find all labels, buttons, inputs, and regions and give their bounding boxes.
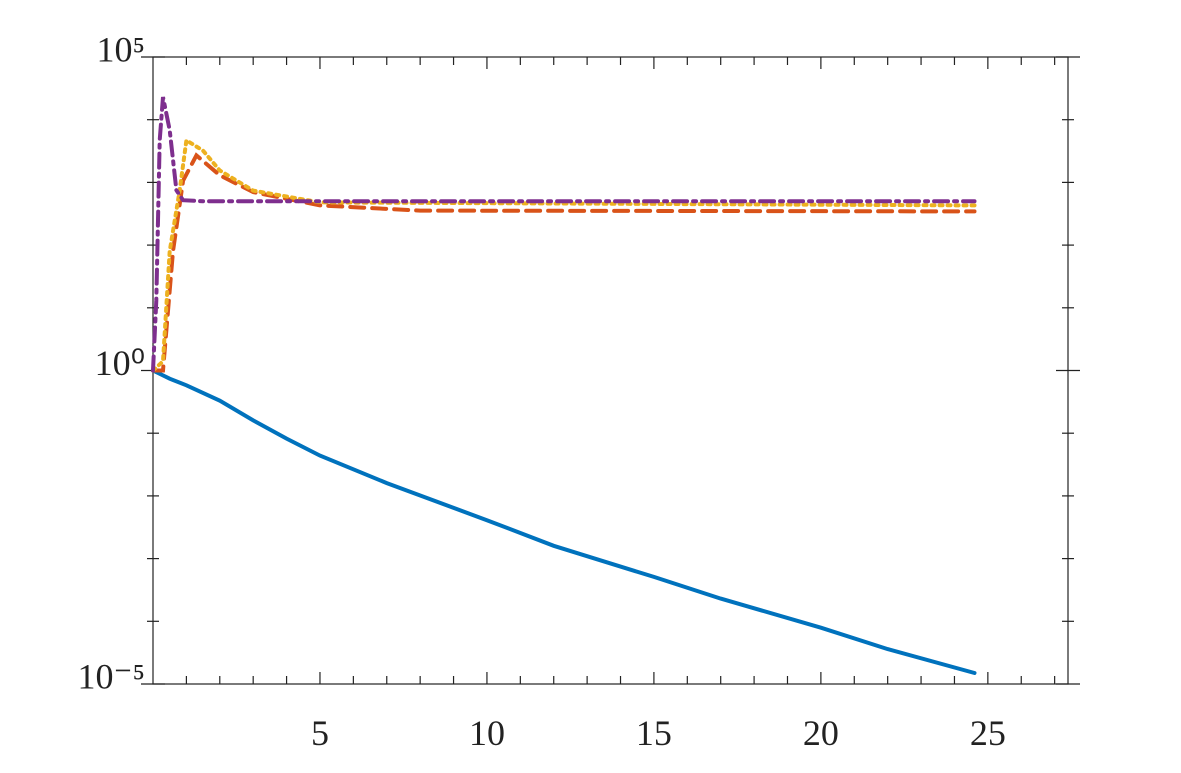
x-tick-label: 10 xyxy=(469,713,505,753)
x-tick-label: 5 xyxy=(311,713,329,753)
y-tick-label: 10⁵ xyxy=(96,29,145,69)
series-line xyxy=(151,96,977,373)
series-line xyxy=(151,136,977,373)
y-tick-label: 10⁻⁵ xyxy=(77,656,145,696)
x-tick-label: 25 xyxy=(970,713,1006,753)
y-tick-label: 10⁰ xyxy=(95,343,145,383)
series-line xyxy=(151,152,977,373)
x-tick-label: 15 xyxy=(636,713,672,753)
x-tick-label: 20 xyxy=(803,713,839,753)
axes-box xyxy=(152,56,1069,685)
series-line xyxy=(151,368,977,675)
